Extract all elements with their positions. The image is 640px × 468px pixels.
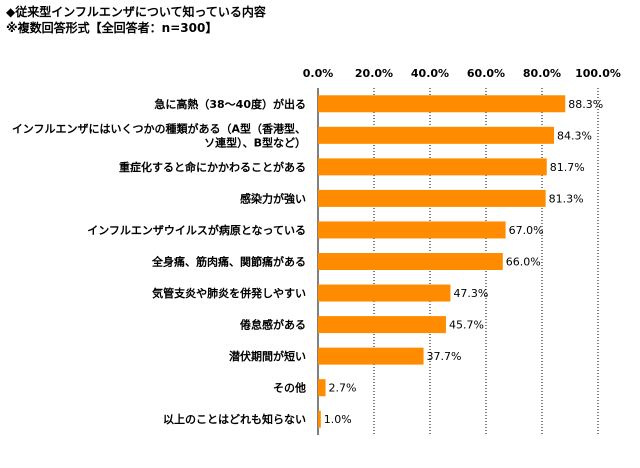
category-label: 感染力が強い: [240, 191, 306, 205]
bar: [318, 126, 555, 144]
bar: [318, 347, 424, 365]
x-tick-label: 0.0%: [303, 67, 334, 80]
data-label: 81.3%: [549, 192, 584, 205]
x-tick-label: 80.0%: [523, 67, 561, 80]
data-label: 47.3%: [453, 287, 488, 300]
data-label: 66.0%: [506, 256, 541, 269]
category-label: ソ連型）、B型など）: [204, 135, 306, 149]
bar: [318, 189, 546, 207]
bar: [318, 253, 503, 270]
data-label: 37.7%: [427, 350, 462, 363]
data-label: 45.7%: [449, 319, 484, 332]
category-label: 全身痛、筋肉痛、関節痛がある: [151, 255, 306, 269]
category-label: 倦怠感がある: [240, 318, 306, 332]
bar: [318, 158, 547, 176]
x-tick-label: 20.0%: [355, 67, 393, 80]
category-label: 重症化すると命にかかわることがある: [119, 160, 306, 174]
x-tick-label: 40.0%: [411, 67, 449, 80]
bar: [318, 410, 321, 428]
category-label: インフルエンザにはいくつかの種類がある（A型（香港型、: [12, 121, 306, 135]
x-tick-label: 100.0%: [575, 67, 621, 80]
bar: [318, 221, 506, 239]
bar: [318, 95, 566, 113]
category-label: 潜伏期間が短い: [229, 349, 306, 363]
data-label: 81.7%: [550, 161, 585, 174]
chart-subtitle: ※複数回答形式【全回答者：n=300】: [6, 21, 218, 35]
data-label: 2.7%: [329, 382, 357, 395]
data-label: 1.0%: [324, 413, 352, 426]
bar: [318, 284, 451, 302]
data-label: 67.0%: [509, 224, 544, 237]
category-label: 急に高熱（38～40度）が出る: [154, 97, 306, 111]
category-label: 気管支炎や肺炎を併発しやすい: [152, 286, 306, 300]
chart-title: ◆従来型インフルエンザについて知っている内容: [6, 5, 266, 19]
data-label: 88.3%: [568, 98, 603, 111]
bar: [318, 316, 446, 334]
data-label: 84.3%: [557, 129, 592, 142]
x-tick-label: 60.0%: [467, 67, 505, 80]
category-label: インフルエンザウイルスが病原となっている: [87, 223, 306, 237]
category-label: その他: [273, 381, 306, 395]
bar: [318, 379, 326, 397]
category-label: 以上のことはどれも知らない: [163, 412, 306, 426]
